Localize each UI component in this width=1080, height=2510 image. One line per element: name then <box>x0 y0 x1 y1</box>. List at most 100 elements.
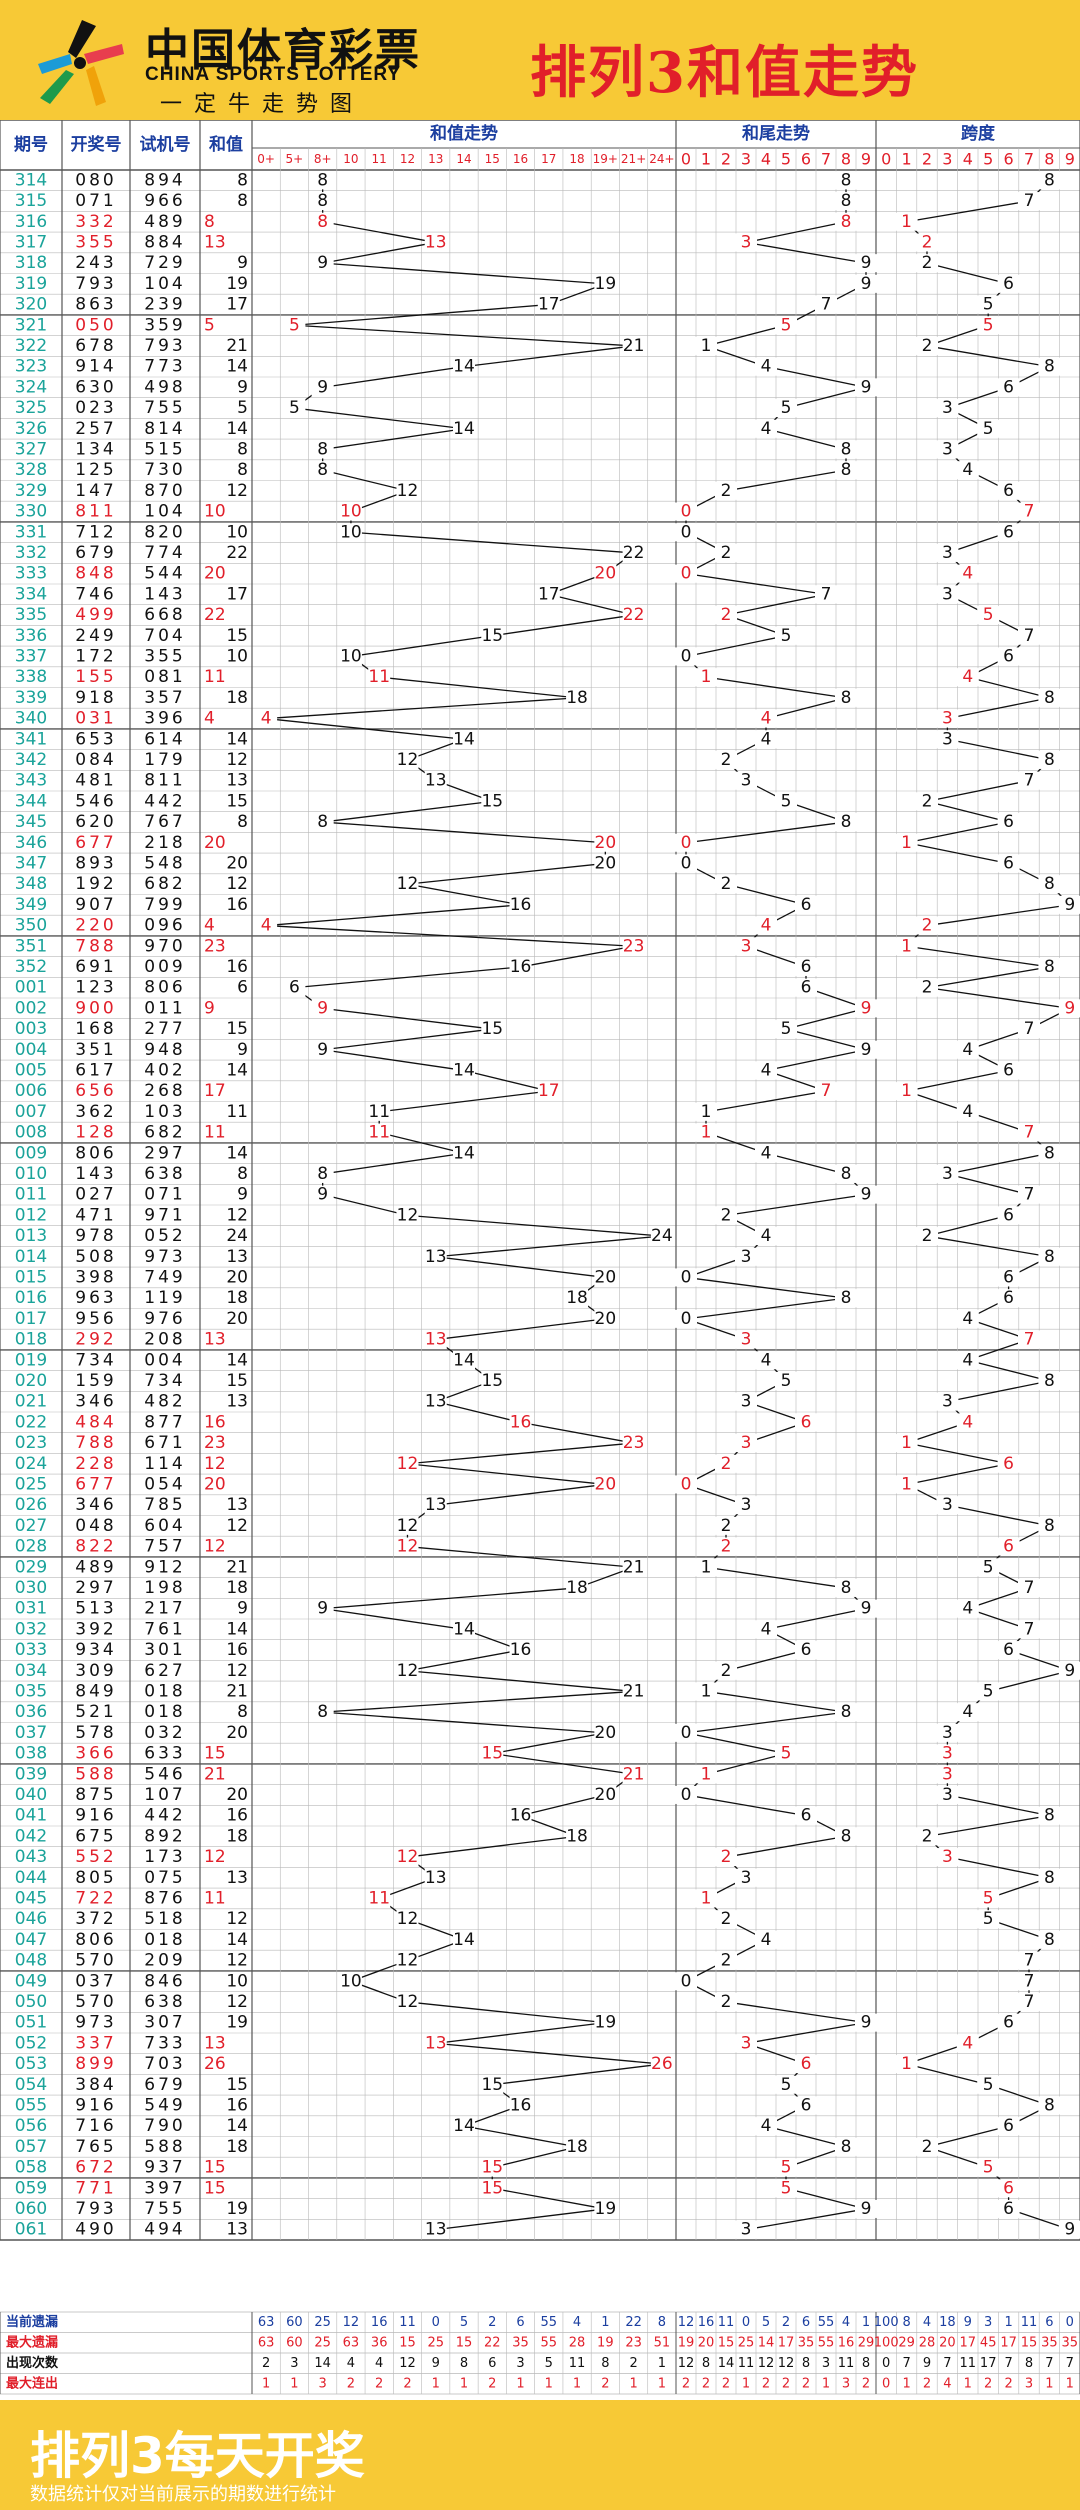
tail-trend-point: 2 <box>721 1661 732 1681</box>
stats-span-value: 2 <box>1004 2376 1012 2391</box>
tail-trend-point: 0 <box>681 502 692 522</box>
tail-trend-connector-line <box>745 241 867 264</box>
sum-bin-label: 5+ <box>286 152 304 166</box>
span-trend-connector-line <box>967 676 1050 699</box>
sum-trend-point-bg <box>396 1454 419 1473</box>
stats-span-value: 15 <box>1021 2335 1038 2350</box>
span-trend-point-bg <box>895 1434 918 1453</box>
row-issue: 345 <box>15 812 47 832</box>
row-winning-number: 125 <box>75 460 116 480</box>
span-trend-point-bg <box>936 1392 959 1411</box>
sum-trend-point-bg <box>255 916 278 935</box>
row-sum-value: 11 <box>204 1888 226 1908</box>
span-trend-connector-line <box>926 904 1070 927</box>
stats-tail-value: 2 <box>722 2376 730 2391</box>
sum-trend-connector-line <box>492 614 634 637</box>
row-winning-number: 159 <box>75 1371 116 1391</box>
span-trend-point-bg <box>997 1537 1020 1556</box>
sum-trend-point: 17 <box>538 1081 560 1101</box>
tail-trend-point: 1 <box>701 1888 712 1908</box>
tail-trend-point: 3 <box>741 2220 752 2240</box>
sum-trend-point-bg <box>311 192 334 211</box>
row-trial-number: 703 <box>144 2054 185 2074</box>
row-trial-number: 937 <box>144 2158 185 2178</box>
span-trend-point-bg <box>1018 1992 1040 2011</box>
row-trial-number: 790 <box>144 2116 185 2136</box>
sum-trend-point: 16 <box>510 1806 532 1826</box>
row-sum-value: 17 <box>204 1081 226 1101</box>
row-issue: 039 <box>15 1764 47 1784</box>
sum-trend-connector-line <box>322 821 606 844</box>
stats-span-value: 9 <box>964 2315 972 2330</box>
span-trend-point-bg <box>1038 1868 1061 1887</box>
tail-trend-point: 8 <box>841 1288 852 1308</box>
tail-trend-point-bg <box>715 1537 737 1556</box>
row-issue: 005 <box>15 1060 47 1080</box>
sum-trend-point-bg <box>424 1392 447 1411</box>
stats-tail-value: 12 <box>678 2356 695 2371</box>
span-trend-point: 6 <box>1003 481 1014 501</box>
span-trend-point: 5 <box>983 1909 994 1929</box>
row-winning-number: 332 <box>75 212 116 232</box>
tail-trend-point: 4 <box>761 2116 772 2136</box>
tail-trend-point-bg <box>735 233 757 252</box>
row-sum-value: 18 <box>226 1826 248 1846</box>
row-sum-value: 15 <box>204 2158 226 2178</box>
row-issue: 052 <box>15 2033 47 2053</box>
stats-sum-value: 60 <box>286 2315 303 2330</box>
span-trend-point-bg <box>895 833 918 852</box>
tail-trend-point-bg <box>835 440 857 459</box>
sum-trend-point: 12 <box>397 750 419 770</box>
row-winning-number: 346 <box>75 1495 116 1515</box>
row-trial-number: 627 <box>144 1661 185 1681</box>
stats-sum-value: 2 <box>629 2356 637 2371</box>
row-issue: 012 <box>15 1205 47 1225</box>
sum-trend-point-bg <box>424 771 447 790</box>
stats-span-value: 2 <box>923 2376 931 2391</box>
span-trend-point-bg <box>1018 1185 1040 1204</box>
stats-tail-value: 55 <box>818 2315 835 2330</box>
span-trend-point: 7 <box>1024 1019 1035 1039</box>
stats-sum-value: 0 <box>432 2315 440 2330</box>
stats-sum-value: 12 <box>343 2315 360 2330</box>
row-winning-number: 934 <box>75 1640 116 1660</box>
tail-trend-point-bg <box>755 709 777 728</box>
stats-tail-value: 3 <box>822 2356 830 2371</box>
span-trend-point-bg <box>997 1268 1020 1287</box>
tail-trend-point: 8 <box>841 439 852 459</box>
tail-trend-point-bg <box>775 626 797 645</box>
sum-trend-point: 20 <box>595 564 617 584</box>
row-issue: 028 <box>15 1537 47 1557</box>
span-trend-point-bg <box>956 1599 979 1618</box>
row-trial-number: 218 <box>144 833 185 853</box>
tail-bin-label: 4 <box>761 150 771 169</box>
row-trial-number: 679 <box>144 2075 185 2095</box>
stats-span-value: 7 <box>1004 2356 1012 2371</box>
stats-sum-value: 6 <box>488 2356 496 2371</box>
sum-trend-point-bg <box>509 1641 532 1660</box>
row-issue: 029 <box>15 1557 47 1577</box>
span-trend-point-bg <box>936 1785 959 1804</box>
sum-trend-point-bg <box>622 937 645 956</box>
span-trend-point: 3 <box>942 709 953 729</box>
stats-sum-value: 35 <box>512 2335 529 2350</box>
sum-trend-point-bg <box>481 1020 504 1039</box>
tail-trend-point-bg <box>755 1144 777 1163</box>
row-sum-value: 15 <box>226 1371 248 1391</box>
sum-trend-point-bg <box>311 1185 334 1204</box>
span-bin-label: 0 <box>881 150 891 169</box>
tail-trend-point-bg <box>795 1413 817 1432</box>
span-trend-point: 6 <box>1003 2013 1014 2033</box>
tail-trend-point-bg <box>675 523 697 542</box>
tail-trend-point: 5 <box>781 2178 792 2198</box>
sum-trend-point: 21 <box>623 1681 645 1701</box>
tail-trend-point-bg <box>675 564 697 583</box>
sum-trend-connector-line <box>322 1587 578 1610</box>
row-winning-number: 811 <box>75 502 116 522</box>
row-sum-value: 14 <box>226 1143 248 1163</box>
row-trial-number: 054 <box>144 1474 185 1494</box>
row-trial-number: 239 <box>144 295 185 315</box>
sum-trend-point-bg <box>537 295 560 314</box>
row-winning-number: 484 <box>75 1412 116 1432</box>
span-trend-point-bg <box>1018 1020 1040 1039</box>
